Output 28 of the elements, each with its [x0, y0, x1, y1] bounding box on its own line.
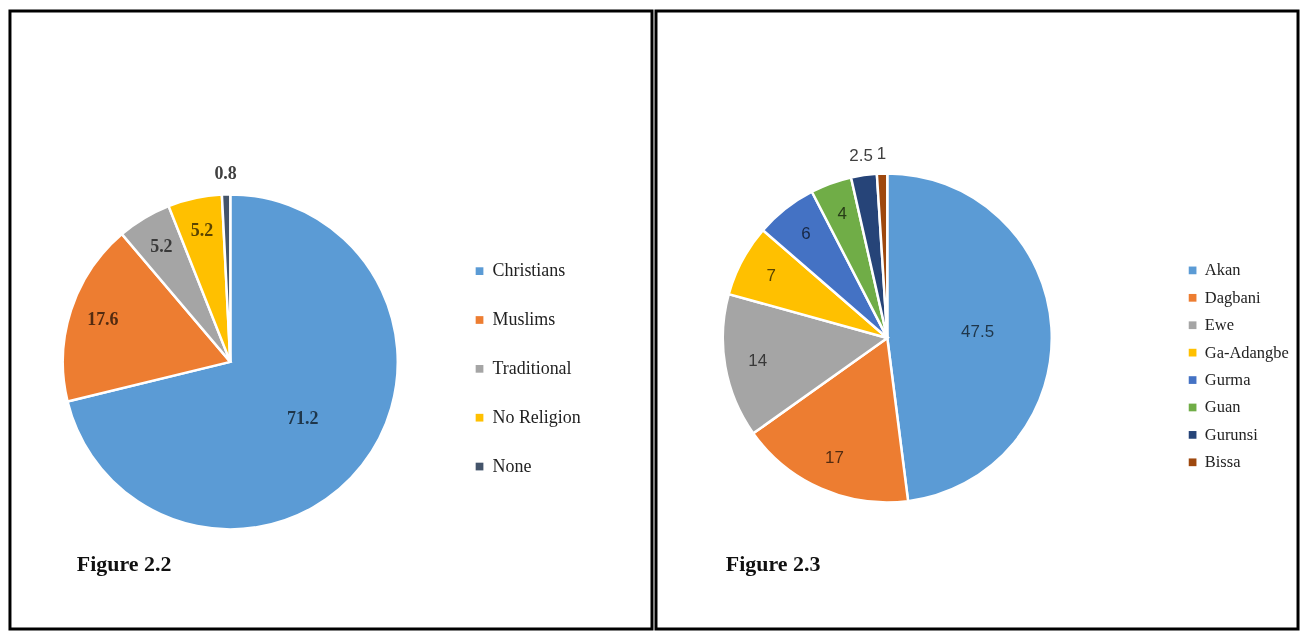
data-label: 71.2	[287, 407, 319, 428]
data-label: 6	[801, 224, 811, 244]
legend-label: Akan	[1204, 260, 1241, 280]
legend-label: Ewe	[1204, 315, 1235, 335]
legend-label: None	[492, 455, 532, 476]
legend-label: No Religion	[492, 406, 581, 427]
legend-label: Guan	[1204, 397, 1241, 417]
data-label: 7	[766, 265, 776, 285]
data-label: 5.2	[150, 235, 173, 256]
data-label: 1	[876, 143, 887, 163]
legend-label: Bissa	[1204, 452, 1242, 472]
data-label: 5.2	[190, 219, 214, 240]
data-label: 14	[748, 350, 768, 370]
legend-label: Ga-Adangbe	[1204, 342, 1289, 362]
data-label: 4	[837, 204, 847, 224]
caption: Figure 2.3	[725, 551, 821, 577]
legend-label: Dagbani	[1204, 287, 1261, 307]
data-label: 2.5	[849, 145, 873, 165]
data-label: 47.5	[961, 322, 995, 342]
data-label: 17.6	[87, 309, 119, 330]
data-label: 0.8	[214, 163, 237, 184]
legend-label: Christians	[492, 260, 566, 281]
legend-label: Muslims	[492, 308, 556, 329]
legend-label: Traditional	[492, 357, 572, 378]
data-label: 17	[825, 448, 844, 468]
legend-label: Gurunsi	[1204, 424, 1259, 444]
caption: Figure 2.2	[76, 551, 172, 577]
legend-label: Gurma	[1204, 370, 1252, 390]
